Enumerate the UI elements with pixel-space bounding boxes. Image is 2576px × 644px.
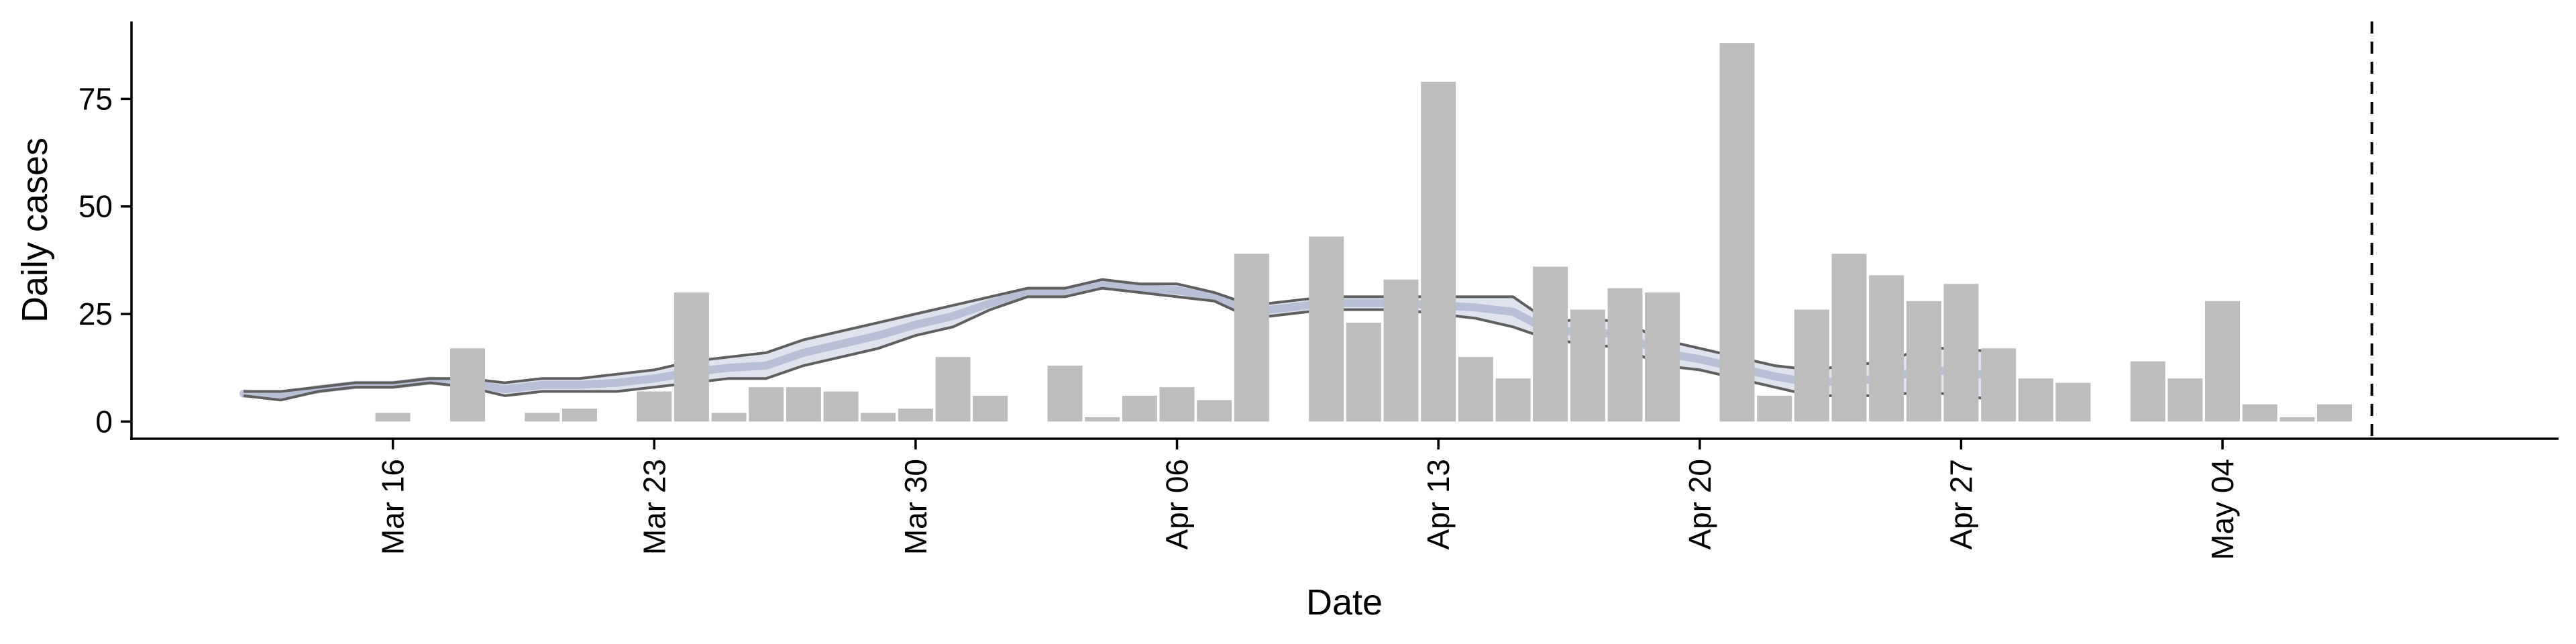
bar [1383,279,1419,422]
bar [1458,357,1493,422]
bar [1234,254,1269,422]
bar [2279,417,2315,422]
y-ticks-layer: 0 25 50 75 [78,81,131,439]
bar [450,348,485,422]
bar [2130,361,2165,422]
bar [1159,387,1195,422]
estimate-band-lower-line [243,286,1999,402]
y-tick-label: 75 [78,81,113,116]
axes-layer [130,21,2559,440]
x-tick-label: Apr 13 [1421,459,1456,550]
bar [1085,417,1120,422]
bars-layer [375,43,2352,422]
bar [1309,236,1344,422]
x-tick-label: Mar 16 [376,459,411,555]
bar [1421,81,1456,422]
bar [2205,301,2240,422]
x-ticks-layer: Mar 16 Mar 23 Mar 30 Apr 06 Apr 13 Apr 20 Apr … [376,439,2240,560]
x-tick-label: Apr 20 [1682,459,1717,550]
bar [1607,288,1643,422]
y-axis-title: Daily cases [15,138,55,323]
bar [1943,284,1979,422]
bar [1757,395,1792,422]
y-tick-label: 0 [95,404,113,439]
x-tick-label: Apr 27 [1943,459,1978,550]
bar [786,387,821,422]
bar [935,357,971,422]
bar [1869,275,1904,422]
bar [2167,378,2203,422]
x-tick-label: Mar 30 [898,459,933,555]
bar [749,387,784,422]
bar [1197,400,1232,422]
y-tick-label: 25 [78,297,113,331]
bar [525,413,560,422]
bar [1495,378,1531,422]
bar [561,409,597,422]
bar [1906,301,1941,422]
x-tick-label: Apr 06 [1160,459,1195,550]
bar [2018,378,2053,422]
bar [1570,309,1605,422]
bar [375,413,411,422]
bar [1645,292,1680,422]
bar [973,395,1008,422]
bar [674,292,709,422]
bar [2055,382,2091,422]
bar [1122,395,1157,422]
bar [2317,404,2352,422]
bar [1794,309,1829,422]
bar [898,409,933,422]
bar [2242,404,2277,422]
x-tick-label: Mar 23 [637,459,672,555]
estimate-band-upper-line [244,278,1999,393]
bar [823,391,859,422]
bar [1346,322,1381,422]
bar [1047,366,1083,422]
bar [861,413,896,422]
y-tick-label: 50 [78,189,113,224]
bar [1719,43,1755,422]
x-axis-title: Date [1306,582,1383,623]
x-tick-label: May 04 [2205,459,2240,560]
bar [1831,254,1867,422]
bar [637,391,672,422]
bar [1533,266,1568,422]
bar [711,413,747,422]
bar [1981,348,2017,422]
